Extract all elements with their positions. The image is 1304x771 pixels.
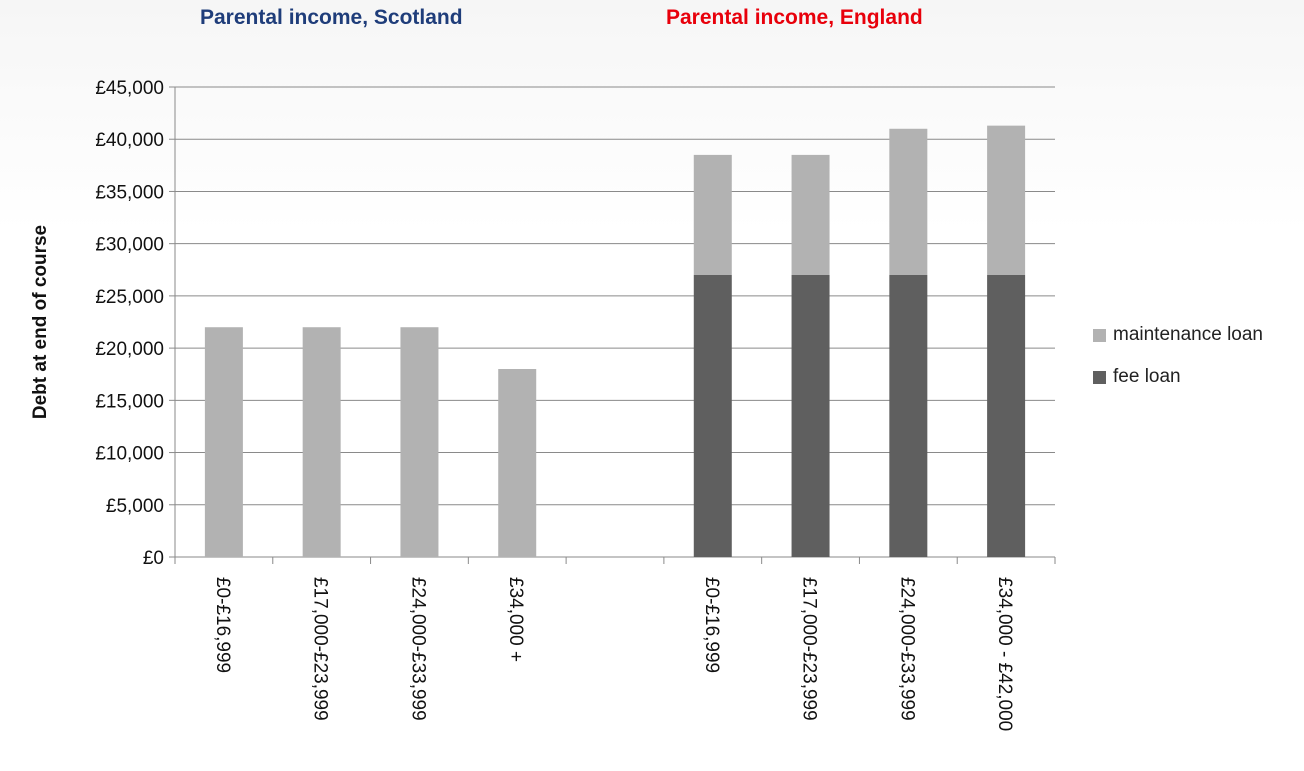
y-tick-label: £35,000 [95,182,164,203]
x-category-label: £0-£16,999 [701,577,722,673]
bar-maintenance-loan [204,327,243,557]
x-category-label: £17,000-£23,999 [310,577,331,721]
y-tick-label: £25,000 [95,287,164,308]
x-category-label: £24,000-£33,999 [896,577,917,721]
bar-fee-loan [791,275,830,557]
y-tick-label: £15,000 [95,391,164,412]
y-tick-label: £20,000 [95,339,164,360]
x-category-label: £24,000-£33,999 [407,577,428,721]
x-category-label: £34,000 - £42,000 [994,577,1015,731]
bar-maintenance-loan [889,128,928,275]
x-category-label: £17,000-£23,999 [799,577,820,721]
y-tick-label: £40,000 [95,130,164,151]
legend-swatch-maintenance-loan [1093,328,1106,342]
legend-item-fee-loan: fee loan [1093,366,1263,388]
bar-maintenance-loan [302,327,341,557]
y-tick-label: £45,000 [95,78,164,99]
y-axis-title: Debt at end of course [30,225,51,419]
bar-maintenance-loan [498,369,537,557]
legend-label-maintenance-loan: maintenance loan [1113,324,1263,345]
legend-label-fee-loan: fee loan [1113,366,1181,387]
y-tick-label: £10,000 [95,444,164,465]
bar-maintenance-loan [693,154,732,275]
y-tick-label: £5,000 [106,496,164,517]
x-category-label: £0-£16,999 [212,577,233,673]
legend-swatch-fee-loan [1093,370,1106,384]
y-tick-label: £0 [143,548,164,569]
legend-item-maintenance-loan: maintenance loan [1093,324,1263,346]
bar-fee-loan [987,275,1026,557]
bar-maintenance-loan [987,125,1026,276]
legend: maintenance loan fee loan [1093,324,1263,408]
bar-fee-loan [693,275,732,557]
bar-maintenance-loan [791,154,830,275]
group-title-england: Parental income, England [666,6,923,29]
bar-maintenance-loan [400,327,439,557]
x-category-label: £34,000 + [505,577,526,662]
bar-fee-loan [889,275,928,557]
y-tick-label: £30,000 [95,235,164,256]
group-title-scotland: Parental income, Scotland [200,6,463,29]
